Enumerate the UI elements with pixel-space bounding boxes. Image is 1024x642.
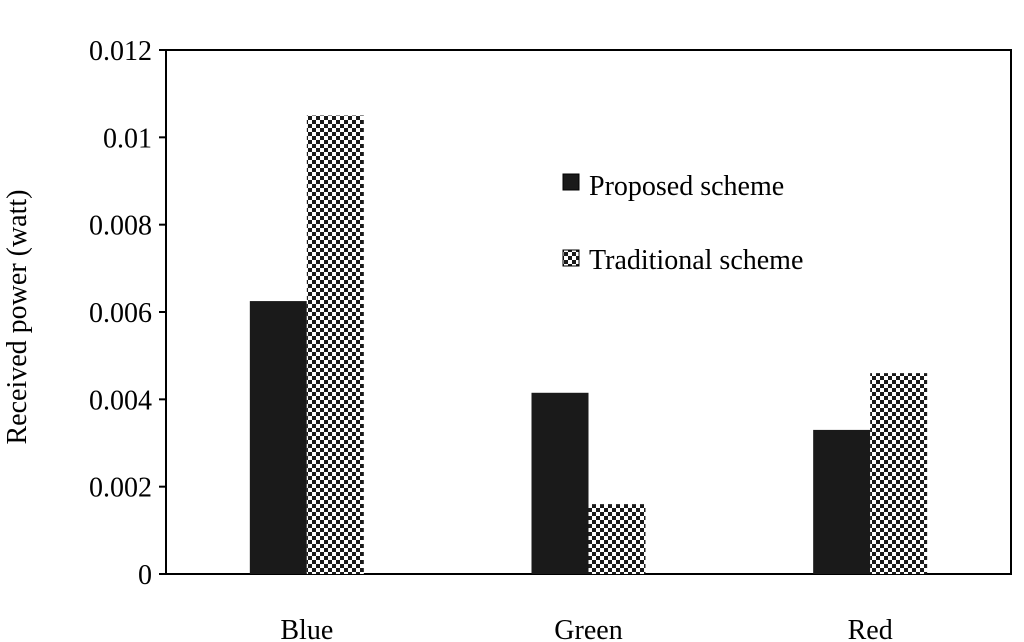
- bar-red-proposed: [813, 429, 871, 574]
- x-tick-label-blue: Blue: [280, 615, 333, 642]
- x-tick-label-red: Red: [848, 615, 893, 642]
- y-tick-label: 0: [138, 560, 152, 591]
- legend-label-proposed: Proposed scheme: [589, 171, 784, 202]
- x-tick-label-green: Green: [554, 615, 622, 642]
- bar-green-proposed: [531, 392, 589, 574]
- bar-green-traditional: [588, 504, 646, 574]
- legend-label-traditional: Traditional scheme: [589, 245, 803, 276]
- bars-group: [249, 115, 928, 574]
- legend: Proposed scheme Traditional scheme: [562, 171, 803, 276]
- legend-item-traditional: Traditional scheme: [562, 245, 803, 276]
- y-tick-label: 0.012: [89, 36, 152, 67]
- y-tick-label: 0.006: [89, 298, 152, 329]
- y-tick-label: 0.002: [89, 473, 152, 504]
- y-tick-label: 0.01: [103, 123, 152, 154]
- legend-swatch-proposed: [562, 173, 580, 191]
- y-axis-label: Received power (watt): [2, 190, 33, 445]
- y-tick-label: 0.008: [89, 211, 152, 242]
- x-axis-labels: Blue Green Red: [280, 615, 892, 642]
- bar-blue-traditional: [306, 115, 364, 574]
- legend-item-proposed: Proposed scheme: [562, 171, 784, 202]
- y-axis-ticks: 0 0.002 0.004 0.006 0.008 0.01 0.012: [89, 36, 166, 591]
- bar-blue-proposed: [249, 301, 307, 574]
- legend-swatch-traditional: [562, 249, 580, 267]
- y-tick-label: 0.004: [89, 385, 152, 416]
- bar-red-traditional: [870, 373, 928, 574]
